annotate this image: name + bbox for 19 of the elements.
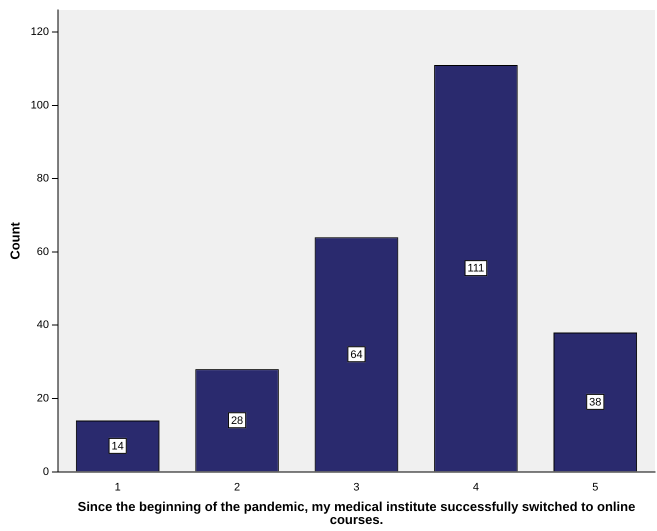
data-label: 64 <box>350 348 363 361</box>
x-tick-label: 4 <box>472 481 479 494</box>
x-tick-label: 5 <box>592 481 598 494</box>
data-label: 38 <box>589 396 602 408</box>
y-tick-label: 100 <box>30 99 49 112</box>
data-label: 14 <box>112 440 124 452</box>
x-tick-label: 2 <box>234 481 240 494</box>
data-label: 28 <box>230 414 244 427</box>
y-tick-label: 60 <box>36 246 49 258</box>
y-tick-label: 20 <box>36 392 49 405</box>
data-label: 111 <box>468 262 484 275</box>
y-tick-label: 120 <box>30 26 49 38</box>
y-tick-label: 80 <box>36 172 49 185</box>
y-tick-label: 0 <box>42 466 49 478</box>
y-tick-label: 40 <box>36 319 49 332</box>
x-tick-label: 3 <box>353 481 360 494</box>
y-axis-title: Count <box>7 221 22 260</box>
x-tick-label: 1 <box>114 481 121 494</box>
x-axis-title: Since the beginning of the pandemic, my medical institute successfully switched to online courses. <box>78 499 636 528</box>
